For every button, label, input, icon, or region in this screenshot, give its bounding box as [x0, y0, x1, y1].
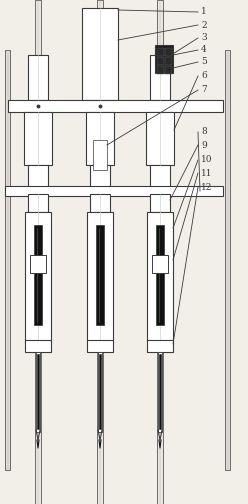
- Bar: [28, 165, 48, 187]
- Text: wwwww: wwwww: [97, 182, 103, 198]
- Text: 8: 8: [201, 128, 207, 137]
- Bar: [155, 45, 173, 73]
- Text: wwwww: wwwww: [35, 143, 41, 157]
- Bar: [152, 255, 168, 273]
- Bar: [157, 66, 164, 74]
- Bar: [157, 48, 164, 56]
- Text: 9: 9: [201, 141, 207, 150]
- Text: 12: 12: [201, 182, 212, 192]
- Bar: [5, 50, 10, 470]
- Bar: [93, 140, 107, 170]
- Text: wwwww: wwwww: [35, 242, 41, 258]
- Bar: [34, 225, 42, 325]
- Bar: [150, 194, 170, 212]
- Bar: [158, 352, 162, 432]
- Bar: [165, 48, 172, 56]
- Text: 10: 10: [201, 156, 213, 164]
- Text: wwwww: wwwww: [157, 163, 163, 177]
- Text: wwwww: wwwww: [97, 263, 103, 277]
- Bar: [35, 0, 41, 504]
- Bar: [147, 212, 173, 342]
- Text: wwwww: wwwww: [97, 203, 103, 217]
- Bar: [82, 8, 118, 100]
- Text: 5: 5: [201, 57, 207, 67]
- Text: wwwww: wwwww: [35, 182, 41, 198]
- Bar: [156, 225, 164, 325]
- Text: wwwww: wwwww: [157, 263, 163, 277]
- Text: wwwww: wwwww: [157, 143, 163, 157]
- Bar: [97, 0, 103, 504]
- Text: 7: 7: [201, 86, 207, 95]
- Bar: [157, 57, 164, 65]
- Text: 2: 2: [201, 21, 207, 30]
- Text: wwwww: wwwww: [97, 302, 103, 318]
- Bar: [146, 112, 174, 165]
- Text: wwwww: wwwww: [97, 283, 103, 297]
- Bar: [157, 0, 163, 504]
- Bar: [87, 212, 113, 342]
- Text: 3: 3: [201, 33, 207, 42]
- Text: wwwww: wwwww: [157, 242, 163, 258]
- Bar: [96, 225, 104, 325]
- Text: wwwww: wwwww: [35, 223, 41, 237]
- Bar: [86, 112, 114, 165]
- Text: wwwww: wwwww: [157, 323, 163, 337]
- Text: wwwww: wwwww: [157, 223, 163, 237]
- Bar: [8, 100, 223, 112]
- Text: wwwww: wwwww: [157, 122, 163, 138]
- Text: wwwww: wwwww: [35, 203, 41, 217]
- Text: wwwww: wwwww: [97, 163, 103, 177]
- Bar: [5, 186, 223, 196]
- Text: 11: 11: [201, 168, 213, 177]
- Text: 6: 6: [201, 72, 207, 81]
- Bar: [28, 194, 48, 212]
- Bar: [225, 50, 230, 470]
- Bar: [25, 340, 51, 352]
- Text: wwwww: wwwww: [35, 122, 41, 138]
- Text: wwwww: wwwww: [35, 163, 41, 177]
- Bar: [87, 340, 113, 352]
- Bar: [165, 66, 172, 74]
- Bar: [24, 112, 52, 165]
- Text: wwwww: wwwww: [97, 323, 103, 337]
- Text: wwwww: wwwww: [97, 242, 103, 258]
- Text: wwwww: wwwww: [97, 143, 103, 157]
- Bar: [28, 55, 48, 100]
- Bar: [147, 340, 173, 352]
- Text: wwwww: wwwww: [157, 203, 163, 217]
- Bar: [165, 57, 172, 65]
- Bar: [90, 165, 110, 187]
- Text: wwwww: wwwww: [35, 302, 41, 318]
- Bar: [36, 352, 40, 432]
- Text: 1: 1: [201, 8, 207, 17]
- Text: wwwww: wwwww: [97, 122, 103, 138]
- Bar: [30, 255, 46, 273]
- Text: wwwww: wwwww: [35, 263, 41, 277]
- Bar: [90, 194, 110, 212]
- Bar: [98, 352, 102, 432]
- Bar: [25, 212, 51, 342]
- Text: wwwww: wwwww: [97, 223, 103, 237]
- Text: wwwww: wwwww: [157, 302, 163, 318]
- Text: wwwww: wwwww: [157, 182, 163, 198]
- Bar: [150, 165, 170, 187]
- Bar: [150, 55, 170, 100]
- Text: wwwww: wwwww: [35, 323, 41, 337]
- Text: wwwww: wwwww: [157, 283, 163, 297]
- Text: 4: 4: [201, 45, 207, 54]
- Text: wwwww: wwwww: [35, 283, 41, 297]
